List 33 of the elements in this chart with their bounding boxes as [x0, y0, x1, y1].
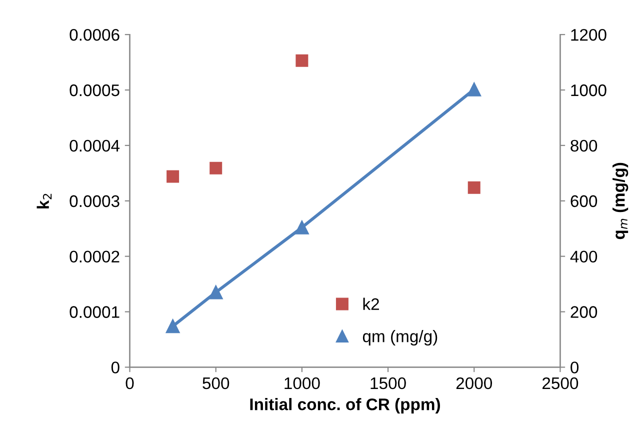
- y2-tick-label: 1000: [571, 84, 606, 96]
- y2-axis-title: q$_{m}$ (mg/g): [612, 162, 628, 240]
- point: [208, 285, 223, 300]
- x-tick-label: 1500: [370, 377, 406, 390]
- y-tick-label: 0.0005: [70, 84, 120, 96]
- y-tick-label: 0.0006: [70, 28, 120, 41]
- point: [296, 54, 308, 67]
- x-axis-title: Initial conc. of CR (ppm): [250, 398, 440, 414]
- point: [166, 170, 180, 183]
- legend-label: k2: [363, 298, 379, 310]
- y-tick-label: 0.0004: [70, 140, 120, 152]
- y2-tick-label: 0: [570, 362, 579, 374]
- y-tick-label: 0.0001: [70, 306, 120, 318]
- y-tick-label: 0.0003: [70, 195, 120, 208]
- point: [467, 82, 482, 96]
- x-tick-label: 0: [126, 377, 134, 390]
- x-tick-label: 1000: [284, 377, 320, 390]
- y-tick-label: 0: [111, 362, 120, 374]
- y2-tick-label: 400: [570, 250, 598, 263]
- y2-tick-label: 1200: [571, 28, 606, 41]
- point: [210, 162, 222, 174]
- y2-tick-label: 800: [570, 140, 598, 152]
- legend-label: qm (mg/g): [362, 330, 438, 346]
- point: [468, 181, 480, 194]
- y-axis-title: k$_{2}$: [36, 194, 52, 208]
- y2-tick-label: 200: [570, 306, 598, 318]
- point: [166, 319, 180, 334]
- x-tick-label: 2500: [542, 377, 578, 390]
- x-tick-label: 500: [202, 377, 230, 390]
- point: [294, 220, 309, 234]
- x-tick-label: 2000: [456, 377, 492, 390]
- y-tick-label: 0.0002: [70, 250, 120, 263]
- y2-tick-label: 600: [570, 195, 598, 208]
